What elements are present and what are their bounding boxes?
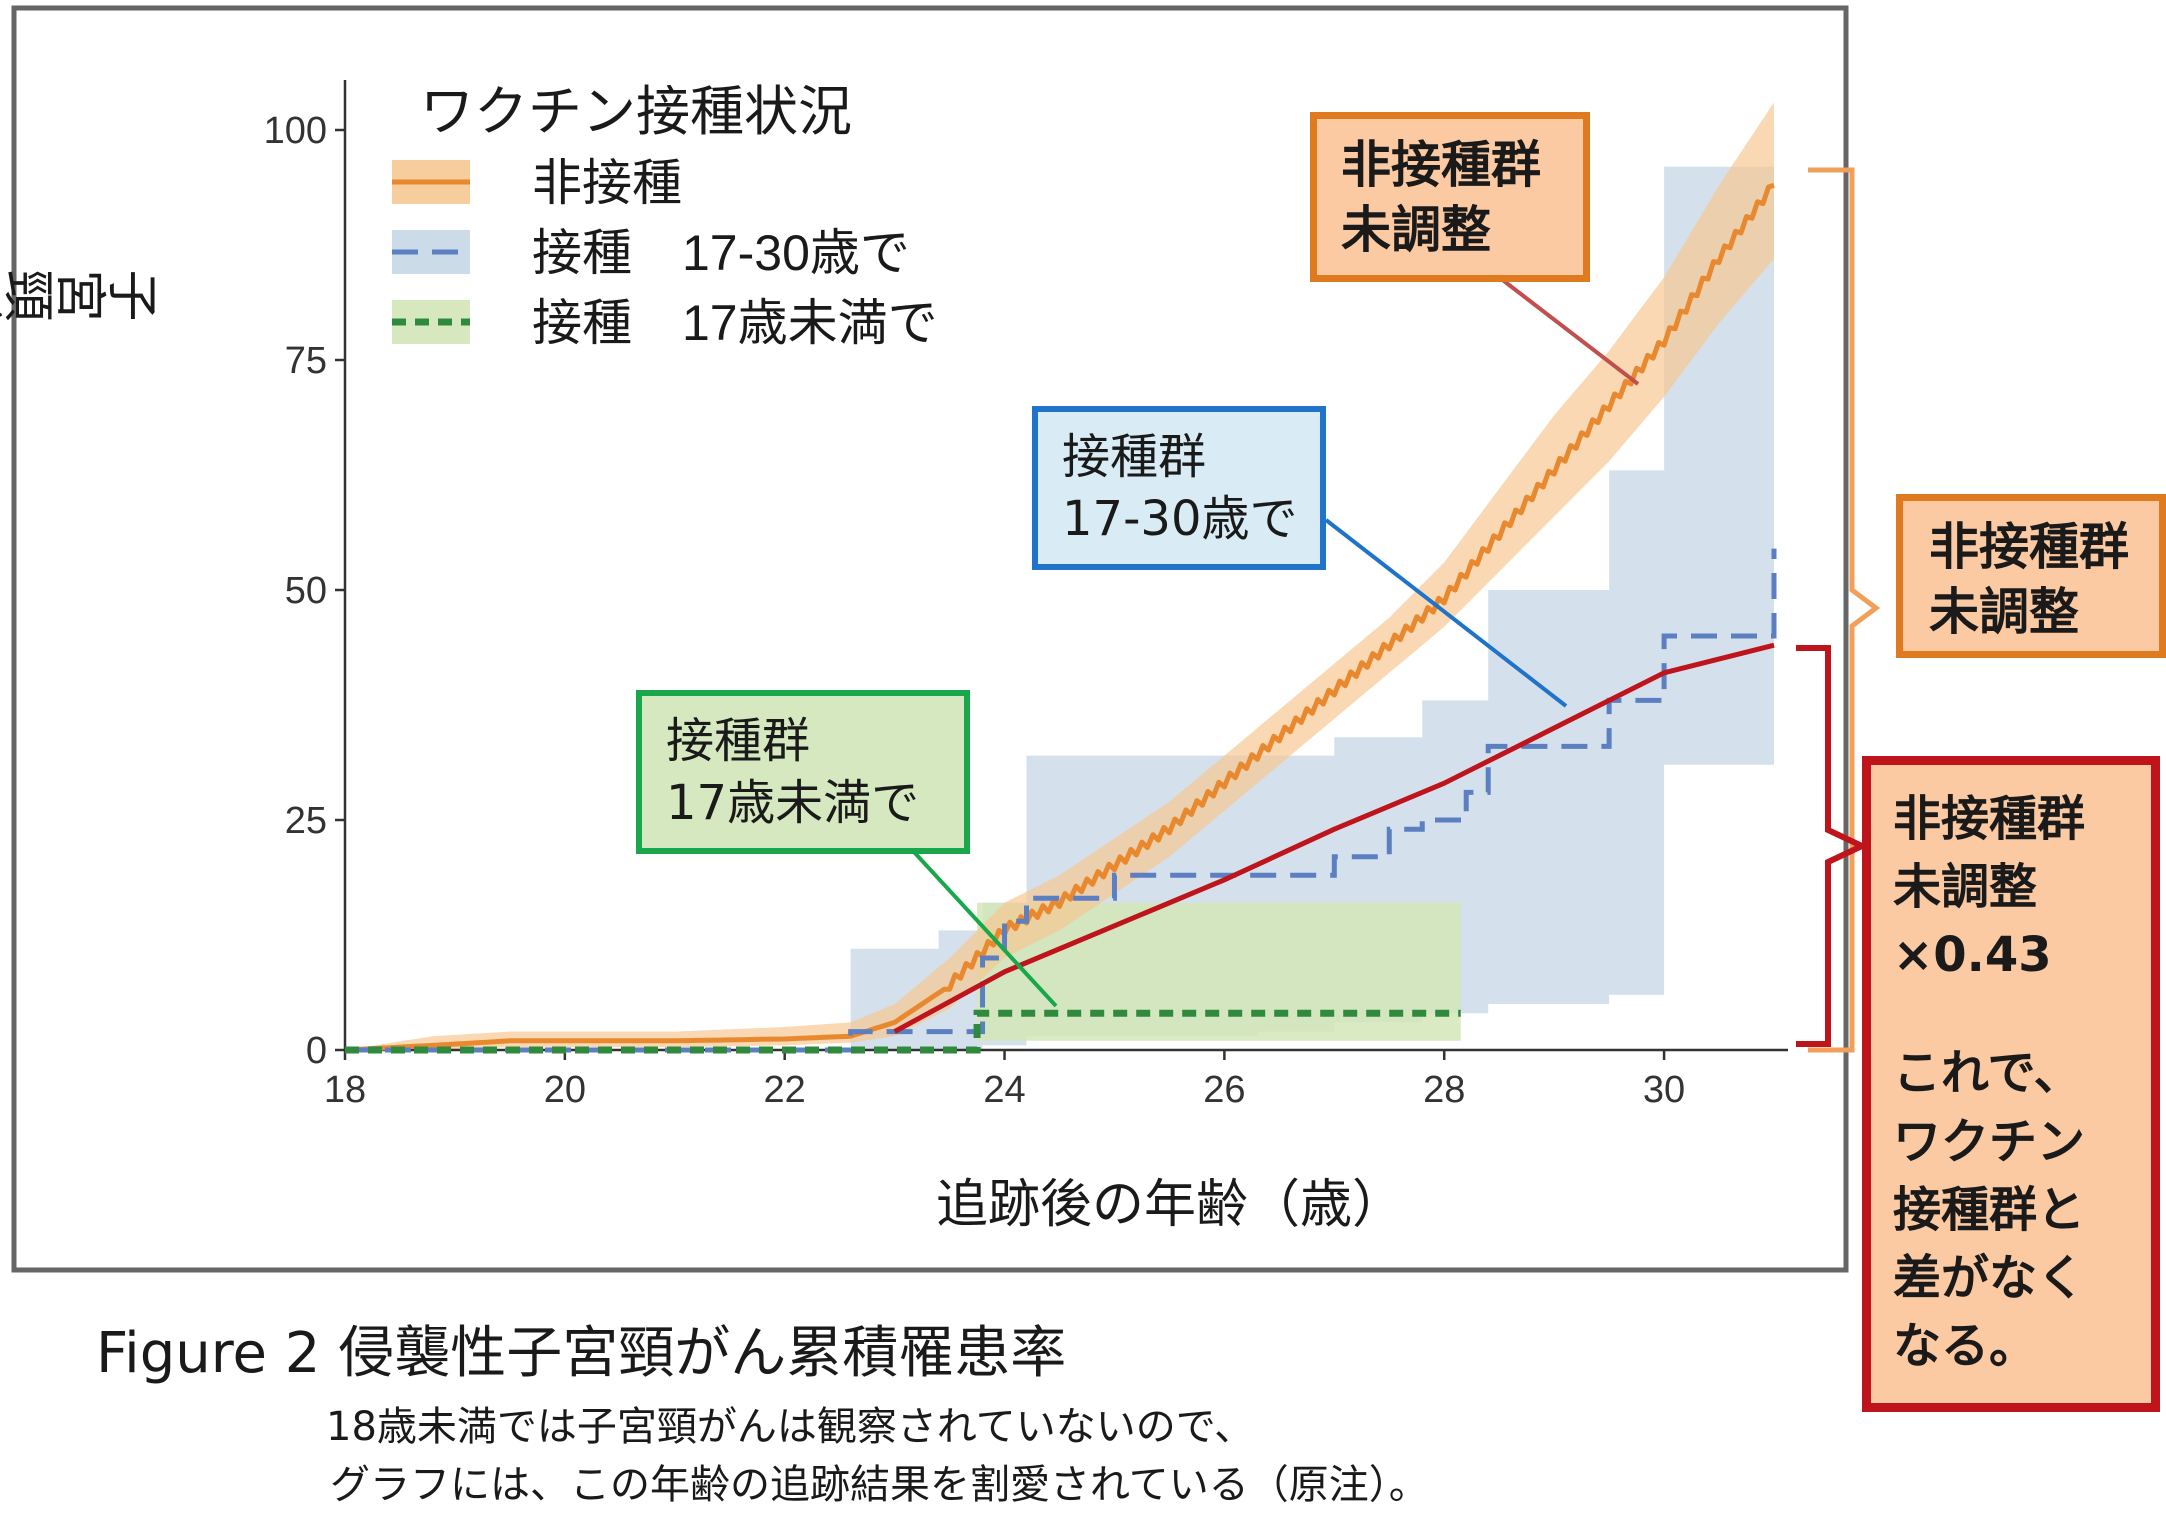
annotation-line: 17歳未満で [666, 775, 920, 832]
annotation-line: 非接種群 [1893, 791, 2086, 847]
annotation-unvaccinated-brace: 非接種群 未調整 [1896, 494, 2166, 658]
annotation-unvaccinated: 非接種群 未調整 [1310, 112, 1590, 282]
callout-pointer-vaccinated-17-30 [1324, 518, 1568, 708]
annotation-line: 未調整 [1893, 859, 2038, 916]
callout-pointer-vaccinated-under-17 [912, 850, 1058, 1008]
annotation-line: ×0.43 [1893, 927, 2052, 984]
y-tick-label: 0 [306, 1030, 327, 1072]
annotation-line: 非接種群 [1341, 136, 1541, 194]
x-tick-label: 26 [1203, 1069, 1245, 1111]
annotation-line: 未調整 [1929, 583, 2079, 641]
band-vaccinated-under-17 [345, 902, 1461, 1050]
annotation-adjusted: 非接種群 未調整 ×0.43 これで、 ワクチン 接種群と 差がなく なる。 [1862, 756, 2160, 1412]
annotation-line [1893, 989, 2151, 1039]
figure-caption-line: グラフには、この年齢の追跡結果を割愛されている（原注）。 [330, 1462, 1429, 1508]
annotation-line: 17-30歳で [1062, 491, 1298, 548]
annotation-line: 非接種群 [1929, 518, 2129, 576]
y-tick-label: 75 [285, 340, 327, 382]
annotation-line: なる。 [1893, 1318, 2038, 1375]
x-tick-label: 24 [983, 1069, 1025, 1111]
annotation-line: ワクチン [1893, 1113, 2086, 1170]
y-tick-label: 25 [285, 800, 327, 842]
y-axis-label: 子宮頸がん累積罹患率（／人口10万人） [0, 261, 160, 320]
x-axis-label: 追跡後の年齢（歳） [936, 1176, 1404, 1234]
brace-unvaccinated [1808, 167, 1881, 1053]
callout-pointer-unvaccinated [1498, 276, 1640, 386]
legend-entry: 接種 17-30歳で [532, 225, 910, 281]
line-unvaccinated [344, 182, 1775, 1053]
annotation-line: 接種群 [666, 713, 811, 769]
x-tick-label: 30 [1643, 1069, 1685, 1111]
line-vaccinated-17-30 [345, 548, 1777, 1053]
band-unvaccinated [345, 102, 1774, 1050]
x-tick-label: 18 [324, 1069, 366, 1111]
x-tick-label: 22 [764, 1069, 806, 1111]
line-vaccinated-under-17 [345, 1009, 1461, 1054]
legend-entry: 非接種 [532, 155, 682, 211]
annotation-line: 接種群 [1062, 429, 1207, 485]
y-tick-label: 100 [264, 110, 327, 152]
series-lines [344, 182, 1777, 1054]
x-tick-label: 28 [1423, 1069, 1465, 1111]
annotation-vaccinated-under-17: 接種群 17歳未満で [636, 690, 970, 854]
annotation-line: 未調整 [1341, 201, 1491, 259]
figure-caption-title: Figure 2 侵襲性子宮頸がん累積罹患率 [96, 1321, 1067, 1386]
annotation-line: これで、 [1893, 1045, 2082, 1102]
line-unvaccinated-adjusted [893, 642, 1775, 1034]
legend-title: ワクチン接種状況 [420, 82, 852, 142]
annotation-vaccinated-17-30: 接種群 17-30歳で [1032, 406, 1326, 570]
x-tick-label: 20 [544, 1069, 586, 1111]
axes: 18 20 22 24 26 28 30 0 25 50 75 100 追跡後の年齢（歳） 子宮頸がん累積… [0, 80, 1788, 1234]
figure-caption-line: 18歳未満では子宮頸がんは観察されていないので、 [326, 1404, 1255, 1450]
legend-entry: 接種 17歳未満で [532, 295, 938, 351]
annotation-line: 差がなく [1893, 1249, 2086, 1306]
annotation-line: 接種群と [1893, 1181, 2086, 1238]
y-tick-label: 50 [285, 570, 327, 612]
